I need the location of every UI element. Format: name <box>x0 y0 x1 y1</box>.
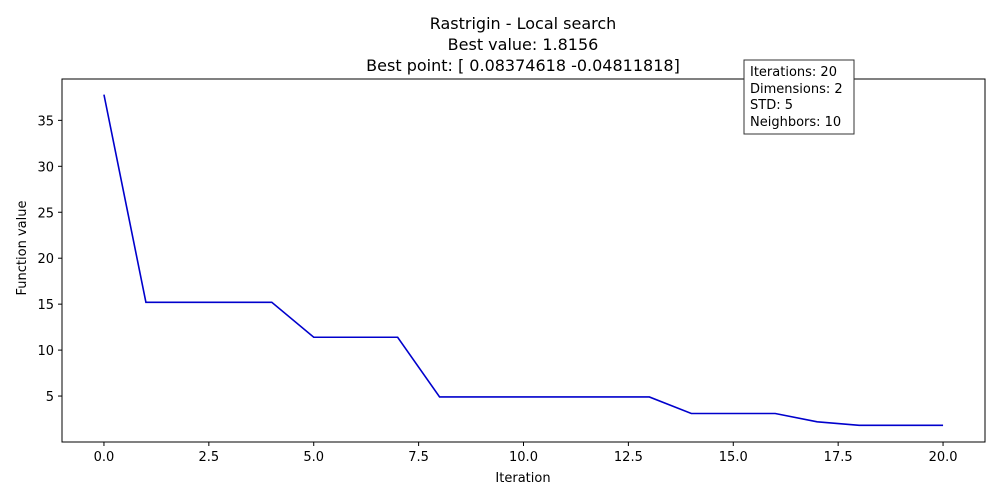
series-layer <box>103 94 944 427</box>
y-tick-label: 20 <box>37 252 54 267</box>
info-dimensions: Dimensions: 2 <box>750 82 843 97</box>
info-neighbors: Neighbors: 10 <box>750 115 841 130</box>
x-tick-label: 5.0 <box>303 450 324 465</box>
x-axis-label: Iteration <box>495 471 550 486</box>
x-tick-label: 12.5 <box>614 450 643 465</box>
chart-title-line-2: Best value: 1.8156 <box>448 35 599 54</box>
y-tick-label: 35 <box>37 114 54 129</box>
y-tick-label: 30 <box>37 160 54 175</box>
chart-title-line-1: Rastrigin - Local search <box>430 14 617 33</box>
y-tick-label: 25 <box>37 206 54 221</box>
x-tick-label: 17.5 <box>824 450 853 465</box>
y-axis-ticks: 5 10 15 20 25 30 35 <box>37 114 62 405</box>
info-box: Iterations: 20 Dimensions: 2 STD: 5 Neig… <box>743 59 855 135</box>
info-std: STD: 5 <box>750 98 793 113</box>
y-tick-label: 5 <box>46 390 54 405</box>
y-tick-label: 15 <box>37 298 54 313</box>
x-tick-label: 15.0 <box>719 450 748 465</box>
series-line-0 <box>103 94 944 427</box>
x-axis-ticks: 0.0 2.5 5.0 7.5 10.0 12.5 15.0 17.5 20.0 <box>94 442 958 465</box>
x-tick-label: 7.5 <box>408 450 429 465</box>
x-tick-label: 10.0 <box>509 450 538 465</box>
x-tick-label: 0.0 <box>94 450 115 465</box>
x-tick-label: 2.5 <box>198 450 219 465</box>
y-axis-label: Function value <box>15 201 30 296</box>
info-iterations: Iterations: 20 <box>750 65 837 80</box>
info-box-frame <box>743 59 855 135</box>
x-tick-label: 20.0 <box>929 450 958 465</box>
y-tick-label: 10 <box>37 344 54 359</box>
chart-title-line-3: Best point: [ 0.08374618 -0.04811818] <box>366 56 680 75</box>
